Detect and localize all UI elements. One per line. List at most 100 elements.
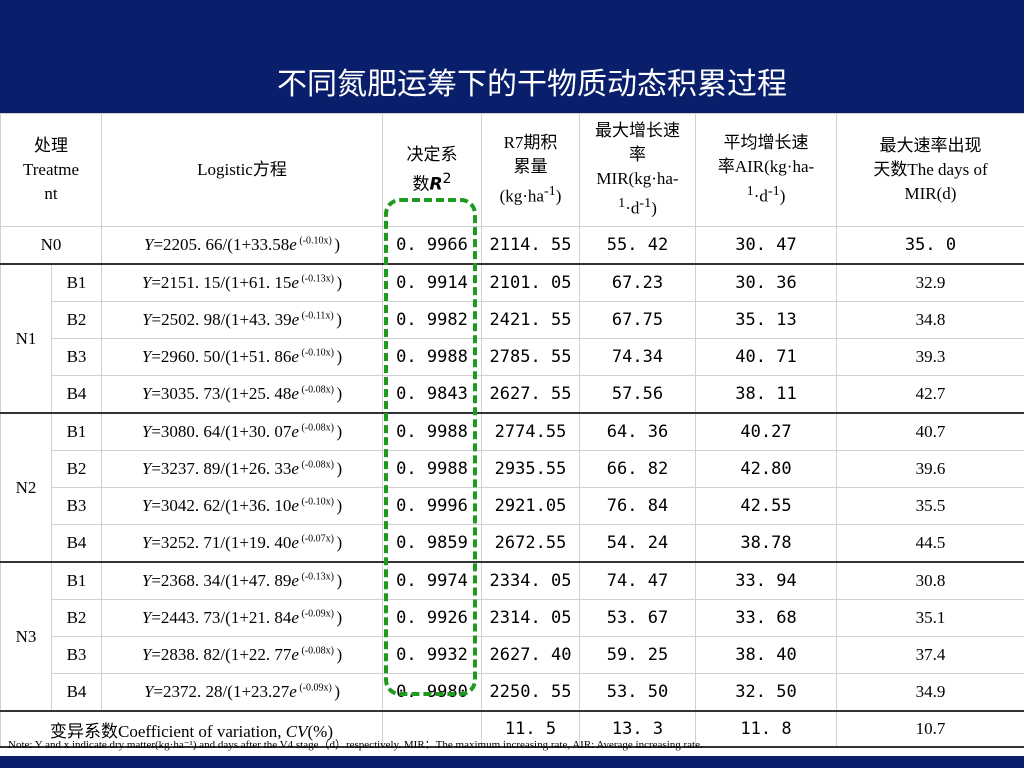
air-cell: 30. 47: [695, 226, 837, 265]
sub-label: B4: [51, 673, 102, 712]
r7-cell: 2785. 55: [481, 338, 580, 376]
equation-cell: Y=2443. 73/(1+21. 84e (-0.09x) ): [101, 599, 383, 637]
days-cell: 39.6: [836, 450, 1024, 488]
bottom-bar: [0, 756, 1024, 768]
equation-cell: Y=2368. 34/(1+47. 89e (-0.13x) ): [101, 561, 383, 600]
mir-cell: 55. 42: [579, 226, 696, 265]
r2-cell: 0. 9843: [382, 375, 482, 414]
air-cell: 38. 40: [695, 636, 837, 674]
table-row: B2 Y=3237. 89/(1+26. 33e (-0.08x) ) 0. 998…: [1, 450, 1024, 488]
sub-label: B4: [51, 375, 102, 414]
mir-cell: 67.75: [579, 301, 696, 339]
cv-mir: 13. 3: [579, 710, 696, 748]
mir-cell: 76. 84: [579, 487, 696, 525]
air-cell: 38.78: [695, 524, 837, 563]
r2-cell: 0. 9932: [382, 636, 482, 674]
days-cell: 32.9: [836, 263, 1024, 302]
page-title: 不同氮肥运筹下的干物质动态积累过程: [277, 67, 787, 102]
air-cell: 40.27: [695, 412, 837, 451]
days-cell: 35.5: [836, 487, 1024, 525]
r2-cell: 0. 9988: [382, 338, 482, 376]
equation-cell: Y=2372. 28/(1+23.27e (-0.09x) ): [101, 673, 383, 712]
sub-label: B1: [51, 412, 102, 451]
equation-cell: Y=3252. 71/(1+19. 40e (-0.07x) ): [101, 524, 383, 563]
air-cell: 30. 36: [695, 263, 837, 302]
cv-air: 11. 8: [695, 710, 837, 748]
r7-cell: 2334. 05: [481, 561, 580, 600]
data-table: 处理 Treatme nt Logistic方程 决定系 数R2 R7期积 累量 (kg·…: [0, 113, 1024, 748]
r2-cell: 0. 9966: [382, 226, 482, 265]
cv-r2-empty: [382, 710, 482, 748]
r2-cell: 0. 9982: [382, 301, 482, 339]
days-cell: 40.7: [836, 412, 1024, 451]
sub-label: B2: [51, 599, 102, 637]
air-cell: 33. 68: [695, 599, 837, 637]
table-row: B4 Y=3252. 71/(1+19. 40e (-0.07x) ) 0. 985…: [1, 524, 1024, 563]
table-note: Note: Y and x indicate dry matter(kg·ha⁻…: [8, 739, 703, 751]
header-r7: R7期积 累量 (kg·ha-1): [481, 113, 580, 227]
equation-cell: Y=2502. 98/(1+43. 39e (-0.11x) ): [101, 301, 383, 339]
mir-cell: 57.56: [579, 375, 696, 414]
days-cell: 34.8: [836, 301, 1024, 339]
group-label: N2: [0, 412, 52, 563]
header-r2: 决定系 数R2: [382, 113, 482, 227]
header-mir: 最大增长速率 MIR(kg·ha- 1·d-1): [579, 113, 696, 227]
table-row: N1 B1 Y=2151. 15/(1+61. 15e (-0.13x) ) 0. 9…: [0, 263, 1024, 414]
equation-cell: Y=2151. 15/(1+61. 15e (-0.13x) ): [101, 263, 383, 302]
table-row: B2 Y=2443. 73/(1+21. 84e (-0.09x) ) 0. 992…: [1, 599, 1024, 637]
group-label: N3: [0, 561, 52, 712]
cv-r7: 11. 5: [481, 710, 580, 748]
sub-label: B1: [51, 561, 102, 600]
sub-label: B2: [51, 301, 102, 339]
table-row: B3 Y=3042. 62/(1+36. 10e (-0.10x) ) 0. 999…: [1, 487, 1024, 525]
r7-cell: 2101. 05: [481, 263, 580, 302]
header-air: 平均增长速 率AIR(kg·ha- 1·d-1): [695, 113, 837, 227]
equation-cell: Y=3237. 89/(1+26. 33e (-0.08x) ): [101, 450, 383, 488]
days-cell: 39.3: [836, 338, 1024, 376]
equation-cell: Y=2838. 82/(1+22. 77e (-0.08x) ): [101, 636, 383, 674]
mir-cell: 59. 25: [579, 636, 696, 674]
r2-cell: 0. 9988: [382, 412, 482, 451]
header-equation: Logistic方程: [101, 113, 383, 227]
air-cell: 32. 50: [695, 673, 837, 712]
air-cell: 38. 11: [695, 375, 837, 414]
air-cell: 42.80: [695, 450, 837, 488]
r2-cell: 0. 9926: [382, 599, 482, 637]
group-label: N0: [0, 226, 102, 265]
r2-cell: 0. 9859: [382, 524, 482, 563]
mir-cell: 53. 67: [579, 599, 696, 637]
table-row: N3 B1 Y=2368. 34/(1+47. 89e (-0.13x) ) 0. 9…: [0, 561, 1024, 712]
r7-cell: 2627. 55: [481, 375, 580, 414]
header-row: 处理 Treatme nt Logistic方程 决定系 数R2 R7期积 累量 (kg·…: [0, 113, 1024, 227]
r7-cell: 2935.55: [481, 450, 580, 488]
mir-cell: 74.34: [579, 338, 696, 376]
equation-cell: Y=2205. 66/(1+33.58e (-0.10x) ): [101, 226, 383, 265]
equation-cell: Y=3042. 62/(1+36. 10e (-0.10x) ): [101, 487, 383, 525]
air-cell: 40. 71: [695, 338, 837, 376]
sub-label: B3: [51, 636, 102, 674]
sub-label: B3: [51, 487, 102, 525]
mir-cell: 66. 82: [579, 450, 696, 488]
air-cell: 42.55: [695, 487, 837, 525]
sub-label: B3: [51, 338, 102, 376]
r7-cell: 2314. 05: [481, 599, 580, 637]
equation-cell: Y=3080. 64/(1+30. 07e (-0.08x) ): [101, 412, 383, 451]
cv-days: 10.7: [836, 710, 1024, 748]
days-cell: 34.9: [836, 673, 1024, 712]
r7-cell: 2421. 55: [481, 301, 580, 339]
equation-cell: Y=3035. 73/(1+25. 48e (-0.08x) ): [101, 375, 383, 414]
days-cell: 35. 0: [836, 226, 1024, 265]
r2-cell: 0. 9914: [382, 263, 482, 302]
r7-cell: 2921.05: [481, 487, 580, 525]
header-days: 最大速率出现 天数The days of MIR(d): [836, 113, 1024, 227]
days-cell: 30.8: [836, 561, 1024, 600]
days-cell: 37.4: [836, 636, 1024, 674]
cv-label: 变异系数Coefficient of variation, CV(%): [0, 710, 383, 748]
mir-cell: 54. 24: [579, 524, 696, 563]
r7-cell: 2627. 40: [481, 636, 580, 674]
table-row: B3 Y=2960. 50/(1+51. 86e (-0.10x) ) 0. 998…: [1, 338, 1024, 376]
mir-cell: 53. 50: [579, 673, 696, 712]
sub-label: B4: [51, 524, 102, 563]
sub-label: B2: [51, 450, 102, 488]
days-cell: 44.5: [836, 524, 1024, 563]
